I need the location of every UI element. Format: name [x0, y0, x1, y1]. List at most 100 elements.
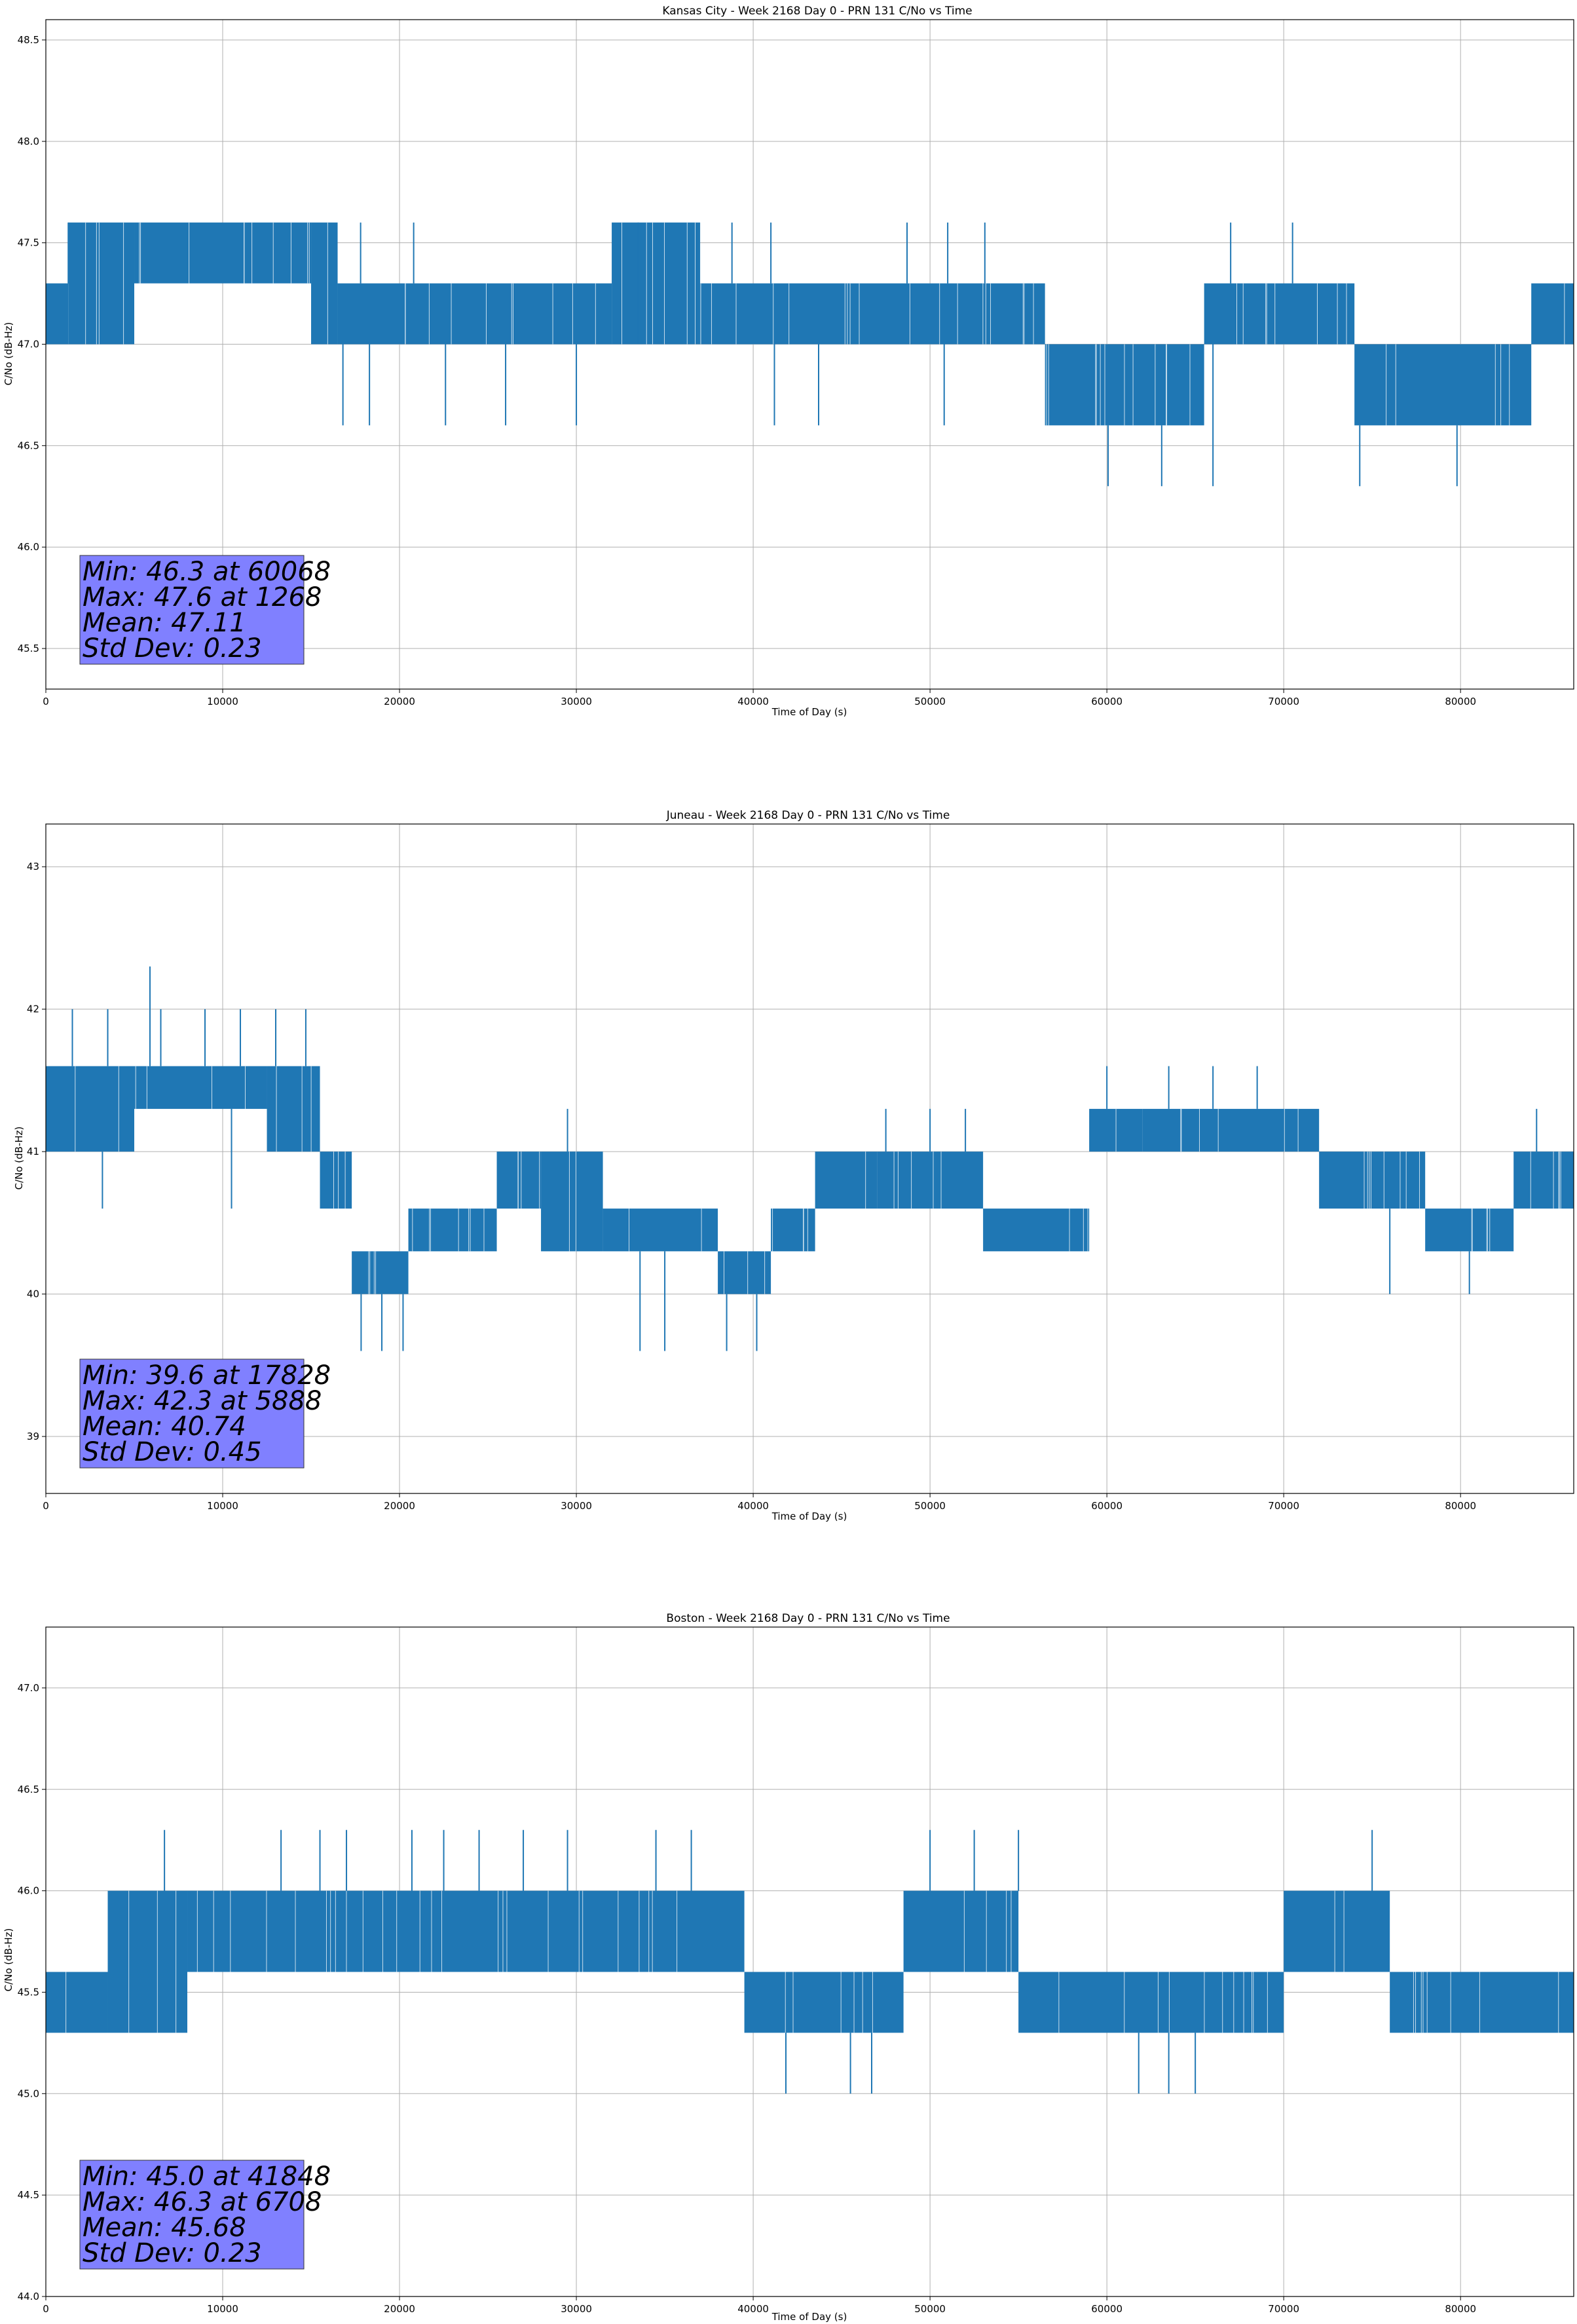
data-layer: [46, 966, 1574, 1351]
ticks-layer: 0 10000 20000 30000 40000 50000 60000 70000 8000…: [18, 1682, 1476, 2315]
y-tick-label: 45.5: [18, 643, 39, 654]
stats-max: Max: 47.6 at 1268: [83, 582, 322, 612]
stats-box: Min: 46.3 at 60068 Max: 47.6 at 1268 Mea…: [79, 555, 331, 665]
x-tick-label: 0: [43, 2303, 49, 2315]
y-tick-label: 44.0: [18, 2291, 39, 2302]
data-band: [46, 1066, 135, 1152]
x-axis-label: Time of Day (s): [771, 1510, 847, 1522]
stats-mean: Mean: 45.68: [83, 2213, 246, 2243]
x-tick-label: 60000: [1091, 2303, 1122, 2315]
data-band: [603, 1209, 718, 1252]
stats-std-dev: Std Dev: 0.45: [83, 1437, 262, 1467]
data-band: [1204, 283, 1355, 345]
stats-max: Max: 42.3 at 5888: [83, 1386, 322, 1416]
data-band: [1354, 344, 1532, 426]
data-band: [1513, 1152, 1574, 1209]
data-band: [134, 222, 312, 284]
plot-frame: [45, 1626, 1574, 2297]
data-band: [815, 1152, 878, 1209]
x-tick-label: 30000: [561, 1500, 592, 1512]
y-tick-label: 41: [27, 1146, 39, 1157]
data-band: [311, 222, 338, 345]
data-band: [877, 1152, 984, 1209]
chart-title: Juneau - Week 2168 Day 0 - PRN 131 C/No …: [666, 809, 950, 822]
x-tick-label: 70000: [1268, 1500, 1299, 1512]
x-tick-label: 20000: [384, 2303, 415, 2315]
chart-panel-kansas-city: Kansas City - Week 2168 Day 0 - PRN 131 …: [3, 5, 1574, 718]
x-tick-label: 80000: [1445, 2303, 1476, 2315]
y-tick-label: 46.0: [18, 541, 39, 553]
stats-std-dev: Std Dev: 0.23: [83, 2238, 262, 2268]
data-band: [134, 1066, 267, 1109]
stats-min: Min: 45.0 at 41848: [83, 2162, 331, 2192]
x-tick-label: 30000: [561, 2303, 592, 2315]
data-band: [1531, 283, 1574, 345]
data-band: [337, 283, 612, 345]
stats-mean: Mean: 47.11: [83, 608, 246, 638]
data-band: [320, 1152, 352, 1209]
stats-max: Max: 46.3 at 6708: [83, 2187, 322, 2217]
stats-min: Min: 39.6 at 17828: [83, 1360, 331, 1391]
x-tick-label: 30000: [561, 696, 592, 707]
y-tick-label: 48.0: [18, 136, 39, 147]
y-tick-label: 46.5: [18, 440, 39, 451]
data-band: [267, 1066, 320, 1152]
x-tick-label: 70000: [1268, 696, 1299, 707]
data-band: [352, 1251, 409, 1294]
y-tick-label: 45.5: [18, 1986, 39, 1998]
stats-box: Min: 45.0 at 41848 Max: 46.3 at 6708 Mea…: [79, 2160, 331, 2270]
data-band: [612, 222, 701, 345]
data-band: [1142, 1108, 1320, 1152]
chart-title: Boston - Week 2168 Day 0 - PRN 131 C/No …: [666, 1612, 950, 1625]
data-band: [187, 1890, 745, 1972]
x-tick-label: 40000: [737, 696, 769, 707]
data-band: [1018, 1972, 1284, 2033]
data-band: [496, 1152, 542, 1209]
x-tick-label: 40000: [737, 2303, 769, 2315]
chart-panel-boston: Boston - Week 2168 Day 0 - PRN 131 C/No …: [3, 1612, 1574, 2323]
y-tick-label: 47.5: [18, 237, 39, 249]
data-band: [1390, 1972, 1574, 2033]
data-band: [408, 1209, 497, 1252]
y-tick-label: 45.0: [18, 2088, 39, 2099]
x-tick-label: 0: [43, 1500, 49, 1512]
data-band: [903, 1890, 1019, 1972]
x-tick-label: 20000: [384, 696, 415, 707]
data-band: [1284, 1890, 1390, 1972]
x-tick-label: 50000: [914, 2303, 946, 2315]
stats-min: Min: 46.3 at 60068: [83, 557, 331, 587]
data-layer: [46, 222, 1574, 487]
data-band: [1319, 1152, 1426, 1209]
y-tick-label: 47.0: [18, 339, 39, 350]
data-layer: [46, 1829, 1574, 2094]
ticks-layer: 0 10000 20000 30000 40000 50000 60000 70000 8000…: [27, 861, 1476, 1512]
x-tick-label: 0: [43, 696, 49, 707]
data-band: [718, 1251, 771, 1294]
stats-mean: Mean: 40.74: [83, 1412, 246, 1442]
y-axis-label: C/No (dB-Hz): [13, 1127, 25, 1190]
x-axis-label: Time of Day (s): [771, 706, 847, 718]
y-tick-label: 46.0: [18, 1885, 39, 1897]
y-tick-label: 47.0: [18, 1682, 39, 1694]
data-band: [771, 1209, 815, 1252]
data-band: [107, 1890, 188, 2033]
stats-std-dev: Std Dev: 0.23: [83, 633, 262, 664]
x-tick-label: 10000: [207, 696, 238, 707]
y-tick-label: 48.5: [18, 34, 39, 46]
y-tick-label: 39: [27, 1431, 39, 1442]
data-band: [541, 1152, 603, 1252]
x-tick-label: 20000: [384, 1500, 415, 1512]
data-band: [46, 1972, 108, 2033]
y-tick-label: 46.5: [18, 1784, 39, 1795]
y-tick-label: 40: [27, 1288, 39, 1300]
data-band: [68, 222, 135, 345]
x-tick-label: 60000: [1091, 696, 1122, 707]
data-band: [700, 283, 1045, 345]
x-axis-label: Time of Day (s): [771, 2311, 847, 2323]
plot-frame: [45, 823, 1574, 1494]
y-axis-label: C/No (dB-Hz): [3, 1928, 14, 1992]
y-tick-label: 44.5: [18, 2189, 39, 2201]
x-tick-label: 80000: [1445, 696, 1476, 707]
x-tick-label: 50000: [914, 1500, 946, 1512]
